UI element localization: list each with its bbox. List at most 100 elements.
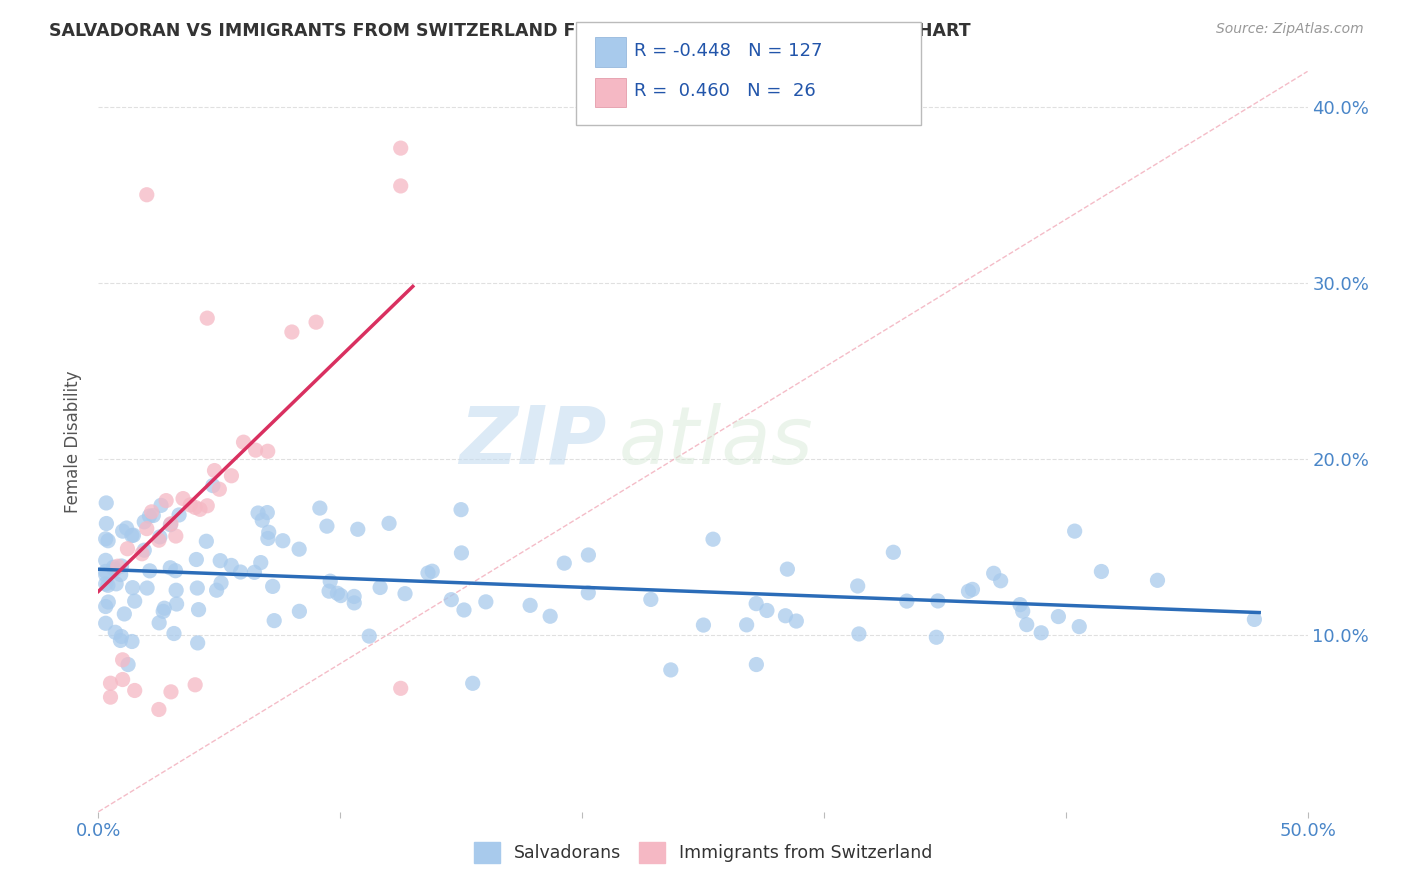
Point (308, 501, 330, 516)
Point (96, 516, 118, 531)
Point (110, 567, 132, 582)
Point (882, 545, 904, 559)
Point (135, 187, 157, 202)
Point (305, 315, 328, 329)
Point (896, 594, 918, 608)
Point (166, 597, 188, 611)
Point (326, 586, 349, 600)
Point (755, 603, 778, 617)
Point (152, 604, 174, 618)
Point (316, 519, 339, 533)
Point (172, 491, 194, 506)
Point (184, 500, 207, 515)
Point (148, 702, 170, 716)
Point (519, 599, 541, 613)
Point (124, 683, 146, 698)
Point (243, 566, 266, 580)
Point (1010, 598, 1032, 612)
Point (100, 676, 122, 690)
Point (138, 564, 160, 578)
Point (115, 521, 138, 535)
Point (159, 517, 181, 532)
Point (359, 629, 381, 643)
Point (184, 678, 207, 692)
Point (785, 614, 807, 628)
Point (440, 592, 463, 607)
Point (262, 579, 284, 593)
Point (141, 505, 163, 519)
Point (776, 562, 799, 576)
Point (281, 325, 304, 339)
Point (150, 499, 173, 513)
Point (111, 653, 134, 667)
Point (846, 579, 869, 593)
Point (450, 546, 472, 560)
Point (453, 603, 475, 617)
Point (245, 443, 267, 458)
Point (775, 608, 797, 623)
Point (94, 577, 117, 591)
Text: Source: ZipAtlas.com: Source: ZipAtlas.com (1216, 22, 1364, 37)
Point (187, 636, 209, 650)
Point (990, 574, 1012, 588)
Point (576, 548, 599, 562)
Point (94, 616, 117, 631)
Point (94, 599, 117, 614)
Point (247, 506, 270, 520)
Point (134, 515, 156, 529)
Point (249, 556, 271, 570)
Point (368, 581, 391, 595)
Point (167, 508, 190, 522)
Point (94, 565, 117, 579)
Point (153, 601, 176, 615)
Point (160, 516, 183, 531)
Point (138, 509, 160, 524)
Point (195, 534, 218, 549)
Point (461, 676, 484, 690)
Point (389, 178, 412, 193)
Point (110, 559, 132, 574)
Point (475, 595, 498, 609)
Point (288, 542, 311, 557)
Point (232, 435, 254, 450)
Point (1011, 604, 1033, 618)
Point (263, 614, 285, 628)
Point (416, 566, 439, 580)
Point (131, 547, 153, 561)
Point (1243, 612, 1265, 626)
Point (94, 532, 117, 546)
Point (103, 560, 125, 574)
Point (135, 522, 157, 536)
Point (100, 690, 122, 705)
Point (107, 559, 129, 574)
Point (450, 502, 472, 516)
Point (394, 587, 416, 601)
Point (378, 516, 401, 531)
Point (659, 663, 682, 677)
Point (1090, 565, 1112, 579)
Point (1031, 625, 1053, 640)
Point (389, 681, 412, 696)
Point (257, 525, 280, 540)
Point (195, 311, 218, 326)
Point (927, 594, 949, 608)
Text: R = -0.448   N = 127: R = -0.448 N = 127 (634, 42, 823, 60)
Text: ZIP: ZIP (458, 402, 606, 481)
Point (252, 513, 274, 527)
Text: SALVADORAN VS IMMIGRANTS FROM SWITZERLAND FEMALE DISABILITY CORRELATION CHART: SALVADORAN VS IMMIGRANTS FROM SWITZERLAN… (49, 22, 970, 40)
Point (229, 565, 252, 579)
Point (110, 630, 132, 644)
Point (136, 581, 159, 595)
Point (104, 625, 127, 640)
Point (1015, 617, 1038, 632)
Point (165, 564, 187, 578)
Point (97, 533, 120, 548)
Point (745, 597, 768, 611)
Point (160, 685, 183, 699)
Point (735, 618, 758, 632)
Point (692, 618, 714, 632)
Point (186, 552, 208, 566)
Point (209, 576, 232, 591)
Point (188, 502, 211, 516)
Point (329, 589, 352, 603)
